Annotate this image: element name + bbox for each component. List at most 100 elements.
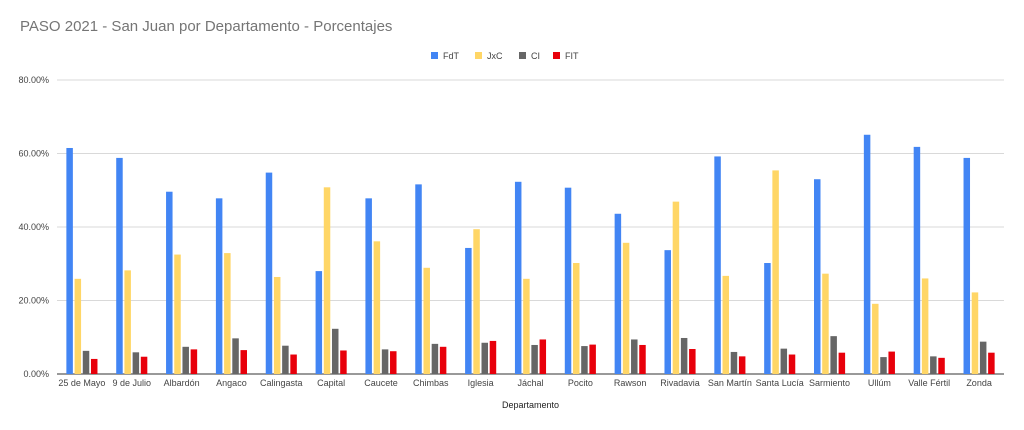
bar-jxc: [622, 242, 630, 374]
bar-ci: [182, 346, 189, 374]
bar-fit: [689, 349, 696, 374]
x-tick-label: Pocito: [568, 378, 593, 388]
bar-jxc: [971, 292, 979, 374]
y-tick-label: 0.00%: [23, 369, 49, 379]
legend-swatch: [553, 52, 560, 59]
bar-fit: [838, 352, 846, 374]
bar-jxc: [523, 278, 530, 374]
bar-fit: [489, 340, 497, 374]
bar-jxc: [572, 263, 580, 374]
legend-label: FdT: [443, 51, 460, 61]
bar-ci: [780, 348, 788, 374]
legend-swatch: [475, 52, 482, 59]
bar-fit: [290, 354, 297, 374]
bar-ci: [730, 351, 738, 374]
x-axis-title: Departamento: [502, 400, 559, 410]
x-tick-label: Jáchal: [517, 378, 543, 388]
bar-ci: [680, 337, 688, 374]
x-tick-label: Albardón: [164, 378, 200, 388]
x-tick-label: 25 de Mayo: [58, 378, 105, 388]
legend-swatch: [519, 52, 526, 59]
legend-label: CI: [531, 51, 540, 61]
bar-fdt: [116, 157, 123, 374]
bar-fit: [90, 358, 98, 374]
bar-jxc: [921, 278, 929, 374]
bar-fit: [240, 350, 247, 374]
legend-swatch: [431, 52, 438, 59]
bar-ci: [381, 349, 389, 374]
x-tick-label: Valle Fértil: [908, 378, 950, 388]
bar-ci: [282, 345, 289, 374]
bar-fit: [938, 357, 945, 374]
bar-fit: [888, 351, 895, 374]
bar-ci: [481, 342, 489, 374]
x-tick-label: Capital: [317, 378, 345, 388]
x-tick-label: Rawson: [614, 378, 647, 388]
bar-fdt: [564, 187, 572, 374]
x-tick-label: Angaco: [216, 378, 247, 388]
x-tick-label: San Martín: [708, 378, 752, 388]
bar-fit: [788, 354, 796, 374]
bar-fdt: [863, 134, 871, 374]
bar-fdt: [514, 181, 522, 374]
legend-label: JxC: [487, 51, 503, 61]
bar-ci: [930, 356, 937, 374]
bar-fit: [988, 352, 995, 374]
bar-fdt: [415, 184, 422, 374]
bar-fit: [639, 344, 646, 374]
bar-fdt: [66, 147, 73, 374]
bar-fdt: [614, 213, 622, 374]
bar-fit: [738, 356, 746, 374]
bar-fdt: [664, 250, 671, 374]
x-tick-label: Iglesia: [468, 378, 494, 388]
bar-ci: [132, 352, 140, 374]
x-tick-label: Caucete: [364, 378, 398, 388]
bar-jxc: [473, 229, 480, 374]
bar-fit: [539, 339, 547, 374]
bar-fdt: [166, 191, 173, 374]
bar-fit: [190, 349, 198, 374]
x-tick-label: Santa Lucía: [756, 378, 804, 388]
bar-fit: [589, 344, 596, 374]
bar-fdt: [215, 198, 223, 374]
bar-ci: [331, 328, 339, 374]
x-tick-label: Sarmiento: [809, 378, 850, 388]
bar-jxc: [822, 273, 829, 374]
x-tick-label: Ullúm: [868, 378, 891, 388]
bar-jxc: [722, 275, 730, 374]
x-tick-label: 9 de Julio: [112, 378, 151, 388]
bar-jxc: [872, 303, 879, 374]
bar-jxc: [74, 278, 82, 374]
chart-title: PASO 2021 - San Juan por Departamento - …: [20, 18, 393, 35]
bar-fit: [140, 356, 148, 374]
bar-fdt: [814, 179, 821, 374]
x-tick-label: Chimbas: [413, 378, 449, 388]
y-tick-label: 80.00%: [18, 75, 49, 85]
bar-fdt: [963, 157, 971, 374]
bar-fit: [439, 346, 447, 374]
bar-ci: [830, 336, 837, 374]
y-tick-label: 20.00%: [18, 296, 49, 306]
bar-fdt: [913, 146, 921, 374]
bar-fdt: [764, 263, 771, 374]
bar-ci: [880, 357, 887, 374]
bar-jxc: [224, 253, 231, 374]
bar-jxc: [273, 276, 281, 374]
x-tick-label: Calingasta: [260, 378, 303, 388]
bar-jxc: [772, 170, 779, 374]
bar-ci: [631, 339, 638, 374]
x-tick-label: Zonda: [966, 378, 992, 388]
bar-jxc: [423, 267, 430, 374]
y-tick-label: 40.00%: [18, 222, 49, 232]
bar-jxc: [174, 254, 181, 374]
bar-fdt: [465, 247, 472, 374]
bar-fdt: [315, 271, 323, 374]
bar-ci: [531, 344, 538, 374]
bar-ci: [581, 346, 588, 374]
legend-label: FIT: [565, 51, 579, 61]
bar-jxc: [124, 270, 131, 374]
y-tick-label: 60.00%: [18, 149, 49, 159]
bar-fit: [340, 350, 347, 374]
bar-jxc: [672, 201, 680, 374]
